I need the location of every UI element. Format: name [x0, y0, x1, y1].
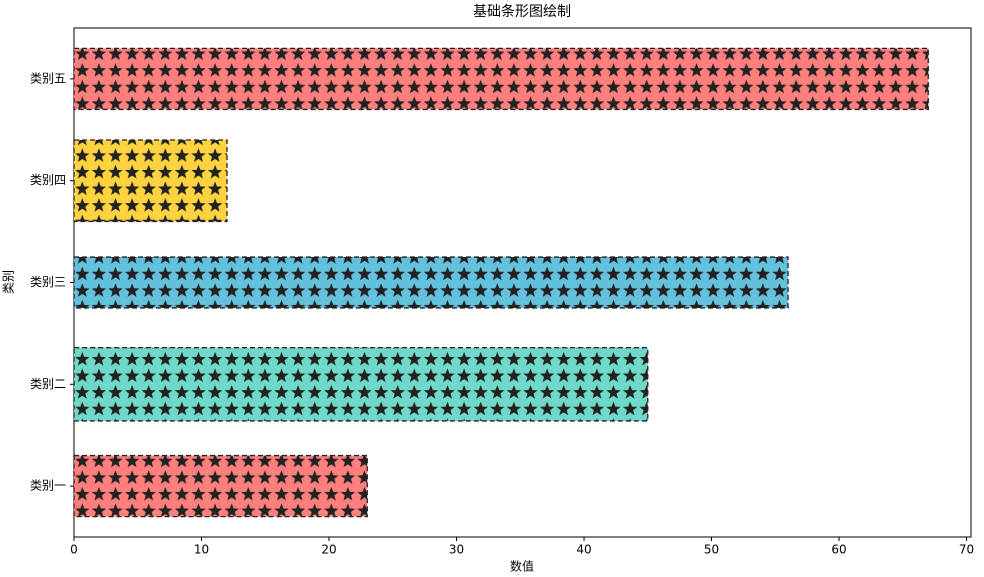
- bar: [73, 454, 368, 518]
- bar: [73, 347, 649, 422]
- bar: [73, 47, 929, 111]
- x-tick-label: 30: [449, 543, 464, 557]
- y-tick-label: 类别一: [30, 479, 66, 493]
- y-tick-label: 类别五: [30, 71, 66, 85]
- chart-title: 基础条形图绘制: [473, 3, 571, 20]
- x-tick-label: 70: [959, 543, 974, 557]
- y-tick-label: 类别四: [30, 173, 66, 187]
- x-tick-label: 40: [576, 543, 591, 557]
- x-tick-label: 20: [321, 543, 336, 557]
- x-tick-label: 50: [704, 543, 719, 557]
- x-tick-label: 60: [831, 543, 846, 557]
- y-tick-label: 类别三: [30, 275, 66, 289]
- x-axis-label: 数值: [510, 559, 534, 574]
- bar: [73, 256, 789, 309]
- x-tick-label: 10: [194, 543, 209, 557]
- x-tick-label: 0: [70, 543, 78, 557]
- y-tick-label: 类别二: [30, 377, 66, 391]
- bar: [73, 139, 228, 223]
- y-axis-label: 类别: [2, 270, 16, 294]
